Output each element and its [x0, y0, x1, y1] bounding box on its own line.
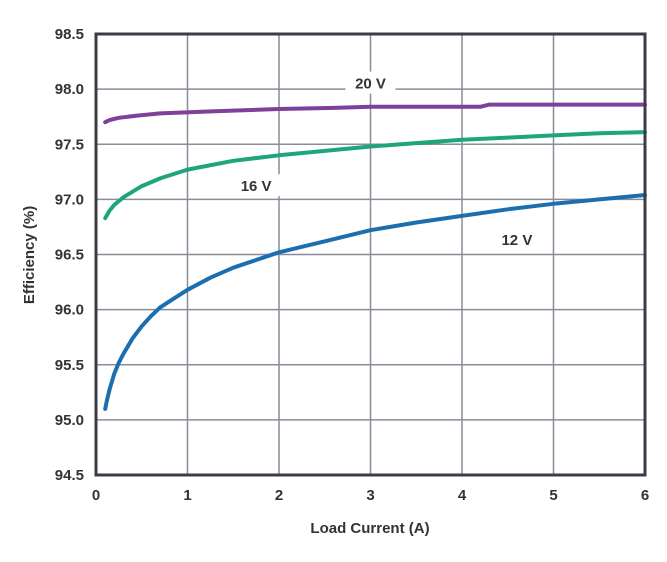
- series-label: 12 V: [501, 232, 532, 249]
- grid: [95, 33, 646, 476]
- series-label: 16 V: [241, 178, 272, 195]
- y-tick-label: 95.0: [55, 412, 84, 429]
- x-tick-label: 3: [366, 487, 374, 504]
- series-line-16v: [103, 130, 647, 221]
- series-line-20v: [103, 102, 647, 125]
- x-tick-label: 4: [458, 487, 467, 504]
- y-tick-label: 94.5: [55, 467, 84, 484]
- plot-frame: [94, 32, 647, 477]
- label-background: [491, 228, 542, 251]
- label-background: [231, 174, 282, 197]
- x-tick-label: 2: [275, 487, 283, 504]
- series-lines: [103, 102, 647, 411]
- x-tick-label: 6: [641, 487, 649, 504]
- series-label: 20 V: [355, 76, 386, 93]
- tick-labels: 0 1 2 3 4 5 6 94.5 95.0 95.5 96.0 96.5 97.0 97.5 98.0 9…: [55, 26, 649, 504]
- series-labels: 20 V 16 V 12 V: [231, 71, 542, 251]
- y-tick-label: 96.5: [55, 247, 84, 264]
- x-tick-label: 0: [92, 487, 100, 504]
- y-tick-label: 97.5: [55, 136, 84, 153]
- series-line-12v: [103, 193, 647, 411]
- y-tick-label: 98.0: [55, 81, 84, 98]
- x-tick-label: 5: [549, 487, 557, 504]
- y-tick-label: 97.0: [55, 191, 84, 208]
- x-tick-label: 1: [183, 487, 191, 504]
- y-tick-label: 96.0: [55, 302, 84, 319]
- y-axis-label: Efficiency (%): [21, 206, 38, 304]
- x-axis-label: Load Current (A): [310, 520, 429, 537]
- y-tick-label: 95.5: [55, 357, 84, 374]
- label-background: [345, 71, 396, 94]
- y-tick-label: 98.5: [55, 26, 84, 43]
